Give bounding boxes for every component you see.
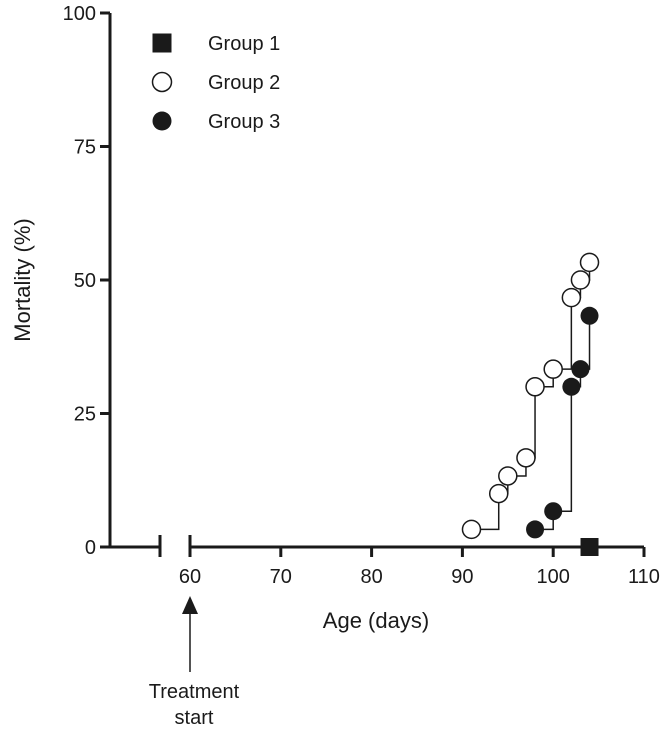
annotation-label-line1: Treatment — [149, 681, 240, 703]
data-point-group-2 — [488, 483, 509, 504]
ticks: 0 25 50 75 100 60 70 80 90 100 110 — [63, 3, 660, 588]
legend: Group 1 Group 2 Group 3 — [151, 33, 280, 133]
x-axis-title: Age (days) — [323, 608, 429, 633]
data-point-group-3 — [580, 306, 599, 325]
axes — [108, 13, 644, 557]
y-tick-label: 75 — [74, 137, 96, 159]
data-point-group-2 — [461, 519, 482, 540]
legend-label-group-2: Group 2 — [208, 72, 280, 94]
series-step-line-3 — [535, 315, 591, 531]
annotation-arrow-head — [182, 596, 198, 614]
y-tick-label: 100 — [63, 3, 96, 25]
y-tick-label: 0 — [85, 537, 96, 559]
y-axis-title: Mortality (%) — [10, 218, 35, 341]
x-tick-label: 90 — [451, 566, 473, 588]
legend-label-group-1: Group 1 — [208, 33, 280, 55]
annotation-label-line2: start — [175, 707, 214, 729]
x-tick-label: 80 — [360, 566, 382, 588]
x-tick-label: 110 — [628, 566, 660, 588]
legend-marker-group-3 — [152, 111, 172, 131]
data-point-group-3 — [562, 377, 581, 396]
data-point-group-2 — [570, 270, 591, 290]
x-tick-label: 100 — [537, 566, 570, 588]
y-tick-label: 50 — [74, 270, 96, 292]
data-point-group-2 — [498, 466, 518, 486]
data-point-group-3 — [571, 360, 590, 379]
data-point-group-3 — [526, 520, 545, 539]
y-tick-label: 25 — [74, 404, 96, 426]
data-point-group-2 — [516, 448, 536, 468]
data-point-group-2 — [579, 252, 600, 273]
data-point-group-2 — [561, 287, 582, 308]
data-point-group-1 — [580, 538, 599, 556]
x-tick-label: 60 — [179, 566, 201, 588]
legend-label-group-3: Group 3 — [208, 111, 280, 133]
data-point-group-3 — [544, 502, 563, 521]
data-point-group-2 — [543, 359, 563, 379]
x-tick-label: 70 — [270, 566, 292, 588]
legend-marker-group-2 — [151, 71, 173, 93]
data-point-group-2 — [525, 377, 545, 397]
series-markers — [461, 252, 600, 556]
treatment-start-annotation: Treatment start — [149, 596, 240, 729]
legend-marker-group-1 — [152, 33, 172, 53]
